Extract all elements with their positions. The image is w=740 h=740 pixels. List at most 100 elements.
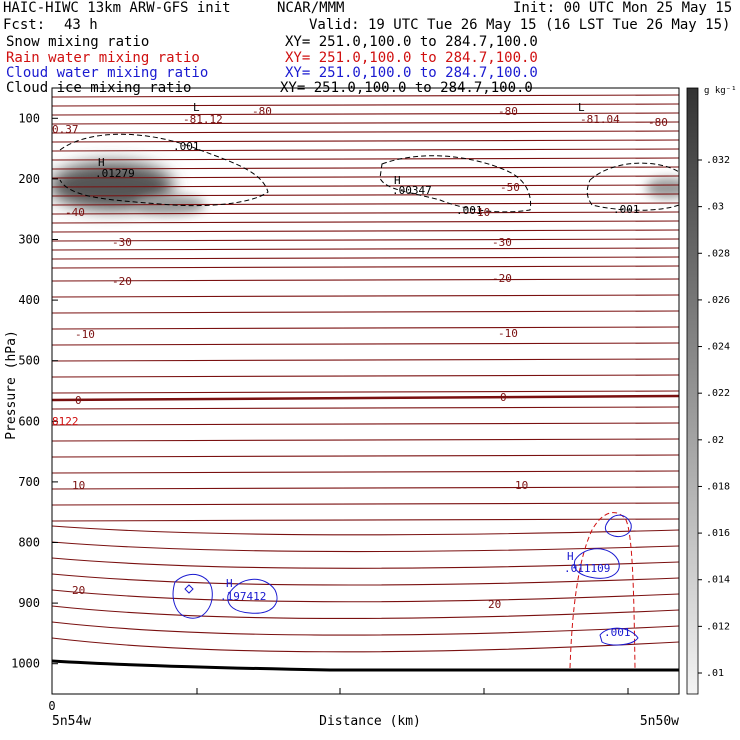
colorbar-tick-label-8: .016 bbox=[706, 528, 730, 539]
colorbar-gradient bbox=[686, 87, 699, 695]
temp-label-20-a: 20 bbox=[72, 584, 85, 597]
cloud-water-contour-3 bbox=[184, 584, 194, 594]
ice-contour-label-mid: .001 bbox=[456, 204, 483, 217]
colorbar-tick-label-4: .024 bbox=[706, 342, 730, 353]
temp-contour-16 bbox=[52, 238, 679, 242]
y-axis: 100 200 300 400 500 600 700 800 900 1000 bbox=[11, 111, 58, 671]
colorbar-ticks: .032 .03 .028 .026 .024 .022 .02 .018 .016 .014 .0… bbox=[698, 155, 730, 679]
temp-contour-34 bbox=[52, 502, 679, 506]
fcst-label: Fcst: bbox=[3, 17, 46, 33]
y-tick-label-700: 700 bbox=[18, 475, 40, 489]
temp-label-m20-b: -20 bbox=[492, 272, 512, 285]
temperature-contours bbox=[52, 94, 679, 653]
fcst-value: 43 h bbox=[64, 17, 98, 33]
temp-contour-2 bbox=[52, 112, 679, 116]
temp-contour-27 bbox=[52, 390, 679, 394]
temp-contour-11 bbox=[52, 193, 679, 197]
cloud-water-contour-6 bbox=[599, 627, 639, 646]
temp-label-m10-a: -10 bbox=[75, 328, 95, 341]
ice-contour-right bbox=[586, 162, 679, 211]
ice-contour-label-10: 10 bbox=[477, 206, 490, 219]
init-label: Init: 00 UTC Mon 25 May 15 bbox=[513, 0, 733, 16]
field-name-cloud-water: Cloud water mixing ratio bbox=[6, 65, 209, 81]
y-tick-label-400: 400 bbox=[18, 293, 40, 307]
rain-contour bbox=[569, 512, 636, 669]
temp-label-0-a: 0 bbox=[75, 394, 82, 407]
temp-label-low-right: -81.04 bbox=[580, 113, 620, 126]
y-tick-label-600: 600 bbox=[18, 414, 40, 428]
colorbar-tick-label-2: .028 bbox=[706, 248, 730, 259]
temp-contour-30 bbox=[52, 438, 679, 442]
model-title: HAIC-HIWC 13km ARW-GFS init bbox=[3, 0, 231, 16]
temp-contour-7 bbox=[52, 157, 679, 161]
cloud-water-contours bbox=[172, 514, 639, 646]
cw-high-left-value: .197412 bbox=[220, 590, 266, 603]
temp-label-m50: -50 bbox=[500, 181, 520, 194]
temp-contour-42 bbox=[52, 621, 679, 636]
temp-contour-freezing-level bbox=[52, 394, 679, 402]
temp-label-m10-b: -10 bbox=[498, 327, 518, 340]
low-marker-left: L bbox=[193, 101, 200, 114]
cw-high-left-h: H bbox=[226, 577, 233, 590]
valid-label: Valid: 19 UTC Tue 26 May 15 (16 LST Tue … bbox=[309, 17, 731, 33]
temp-contour-25 bbox=[52, 358, 679, 362]
x-tick-label-zero: 0 bbox=[48, 699, 55, 713]
temp-label-m30-b: -30 bbox=[492, 236, 512, 249]
temp-contour-43 bbox=[52, 637, 679, 653]
ice-contour-left bbox=[59, 133, 269, 207]
cloud-water-contour-1 bbox=[172, 573, 213, 619]
snow-shading bbox=[52, 162, 679, 215]
temp-contour-24 bbox=[52, 342, 679, 346]
colorbar-tick-label-5: .022 bbox=[706, 388, 730, 399]
temp-contour-6 bbox=[52, 148, 679, 152]
temp-label-low-left: -81.12 bbox=[183, 113, 223, 126]
temp-contour-0 bbox=[52, 94, 679, 98]
temp-contour-21 bbox=[52, 294, 679, 298]
temp-contour-9 bbox=[52, 175, 679, 179]
y-tick-label-1000: 1000 bbox=[11, 657, 40, 671]
colorbar: .032 .03 .028 .026 .024 .022 .02 .018 .016 .014 .0… bbox=[686, 86, 737, 695]
temp-contour-26 bbox=[52, 374, 679, 378]
colorbar-tick-label-11: .01 bbox=[706, 668, 724, 679]
temp-label-m20-a: -20 bbox=[112, 275, 132, 288]
temp-label-10-b: 10 bbox=[515, 479, 528, 492]
temp-contour-23 bbox=[52, 326, 679, 330]
cloud-water-labels: H .197412 H .011109 .001 bbox=[220, 550, 631, 639]
ice-high-mid-h: H bbox=[394, 174, 401, 187]
temp-contour-12 bbox=[52, 202, 679, 206]
temp-contour-22 bbox=[52, 310, 679, 314]
temp-label-m40: -40 bbox=[65, 206, 85, 219]
temp-contour-19 bbox=[52, 265, 679, 269]
cloud-water-contour-2 bbox=[227, 578, 278, 614]
temp-label-m80-a: -80 bbox=[252, 105, 272, 118]
temp-contour-32 bbox=[52, 470, 679, 474]
y-axis-title: Pressure (hPa) bbox=[4, 330, 19, 440]
colorbar-unit: g kg⁻¹ bbox=[704, 86, 737, 96]
temp-contour-31 bbox=[52, 454, 679, 458]
temp-contour-10 bbox=[52, 184, 679, 188]
edge-label-top: 0.37 bbox=[52, 123, 79, 136]
temp-contour-35 bbox=[52, 518, 679, 522]
colorbar-tick-label-0: .032 bbox=[706, 155, 730, 166]
cloud-ice-contours bbox=[59, 133, 679, 213]
temp-contour-3 bbox=[52, 121, 679, 125]
y-tick-label-200: 200 bbox=[18, 172, 40, 186]
temp-contour-14 bbox=[52, 220, 679, 224]
cw-high-right-h: H bbox=[567, 550, 574, 563]
temp-contour-17 bbox=[52, 247, 679, 251]
temp-contour-36 bbox=[52, 525, 679, 536]
field-name-snow: Snow mixing ratio bbox=[6, 34, 150, 50]
y-tick-label-900: 900 bbox=[18, 596, 40, 610]
y-tick-label-800: 800 bbox=[18, 536, 40, 550]
temp-contour-38 bbox=[52, 557, 679, 569]
temp-label-10-a: 10 bbox=[72, 479, 85, 492]
temp-contour-33 bbox=[52, 486, 679, 490]
rain-water-contours bbox=[569, 512, 636, 669]
plot-frame bbox=[51, 87, 680, 695]
org-label: NCAR/MMM bbox=[277, 0, 345, 16]
temp-contour-18 bbox=[52, 256, 679, 260]
cloud-water-contour-4 bbox=[573, 548, 620, 579]
surface-line bbox=[52, 659, 679, 672]
temp-contour-15 bbox=[52, 229, 679, 233]
